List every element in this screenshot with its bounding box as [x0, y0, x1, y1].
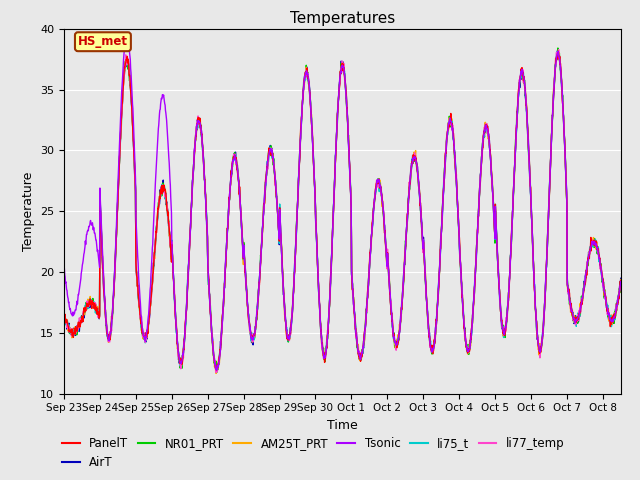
Tsonic: [482, 122, 490, 128]
li77_temp: [171, 289, 179, 295]
AirT: [272, 178, 280, 184]
li77_temp: [617, 281, 625, 287]
li75_t: [617, 279, 625, 285]
PanelT: [543, 238, 551, 243]
Tsonic: [617, 278, 625, 284]
Tsonic: [213, 367, 221, 373]
li77_temp: [555, 47, 563, 52]
AM25T_PRT: [60, 316, 68, 322]
Tsonic: [123, 33, 131, 38]
AirT: [60, 312, 68, 317]
li75_t: [482, 126, 490, 132]
Line: NR01_PRT: NR01_PRT: [64, 48, 621, 372]
NR01_PRT: [617, 278, 625, 284]
li77_temp: [221, 269, 229, 275]
AM25T_PRT: [160, 182, 168, 188]
li75_t: [160, 190, 168, 195]
li77_temp: [543, 238, 551, 243]
li77_temp: [272, 180, 280, 186]
li75_t: [221, 273, 229, 278]
AM25T_PRT: [482, 122, 490, 128]
AM25T_PRT: [543, 240, 551, 246]
NR01_PRT: [60, 316, 68, 322]
Tsonic: [60, 264, 68, 270]
NR01_PRT: [213, 370, 221, 375]
Legend: PanelT, AirT, NR01_PRT, AM25T_PRT, Tsonic, li75_t, li77_temp: PanelT, AirT, NR01_PRT, AM25T_PRT, Tsoni…: [57, 433, 569, 474]
AirT: [171, 296, 179, 302]
AM25T_PRT: [554, 48, 562, 54]
AM25T_PRT: [272, 181, 280, 187]
PanelT: [212, 367, 220, 373]
AM25T_PRT: [617, 276, 625, 282]
li75_t: [554, 48, 562, 54]
Line: PanelT: PanelT: [64, 51, 621, 370]
Tsonic: [544, 229, 552, 235]
Tsonic: [171, 298, 179, 303]
Tsonic: [272, 186, 280, 192]
PanelT: [160, 182, 168, 188]
Line: AM25T_PRT: AM25T_PRT: [64, 51, 621, 373]
AM25T_PRT: [221, 273, 229, 279]
li75_t: [272, 180, 280, 186]
li75_t: [171, 298, 179, 303]
PanelT: [221, 272, 229, 278]
Text: HS_met: HS_met: [78, 35, 128, 48]
Y-axis label: Temperature: Temperature: [22, 171, 35, 251]
li75_t: [212, 367, 220, 372]
AirT: [617, 276, 625, 281]
PanelT: [617, 278, 625, 284]
Title: Temperatures: Temperatures: [290, 11, 395, 26]
AM25T_PRT: [212, 371, 220, 376]
Line: AirT: AirT: [64, 50, 621, 370]
PanelT: [60, 318, 68, 324]
AirT: [160, 183, 168, 189]
AM25T_PRT: [171, 292, 179, 298]
AirT: [213, 367, 221, 373]
NR01_PRT: [171, 292, 179, 298]
li75_t: [60, 317, 68, 323]
PanelT: [272, 182, 280, 188]
li77_temp: [482, 123, 490, 129]
NR01_PRT: [160, 186, 168, 192]
Line: li75_t: li75_t: [64, 51, 621, 370]
NR01_PRT: [272, 181, 280, 187]
AirT: [221, 270, 229, 276]
NR01_PRT: [554, 45, 562, 51]
PanelT: [482, 122, 490, 128]
NR01_PRT: [482, 125, 490, 131]
AirT: [543, 244, 551, 250]
X-axis label: Time: Time: [327, 419, 358, 432]
PanelT: [171, 292, 179, 298]
Tsonic: [221, 263, 229, 268]
NR01_PRT: [221, 275, 229, 280]
li77_temp: [212, 370, 220, 375]
PanelT: [554, 48, 562, 54]
li77_temp: [160, 184, 168, 190]
NR01_PRT: [543, 241, 551, 247]
Line: Tsonic: Tsonic: [64, 36, 621, 370]
Tsonic: [161, 98, 168, 104]
AirT: [482, 120, 490, 126]
li75_t: [543, 238, 551, 243]
Line: li77_temp: li77_temp: [64, 49, 621, 372]
AirT: [554, 48, 561, 53]
li77_temp: [60, 312, 68, 317]
